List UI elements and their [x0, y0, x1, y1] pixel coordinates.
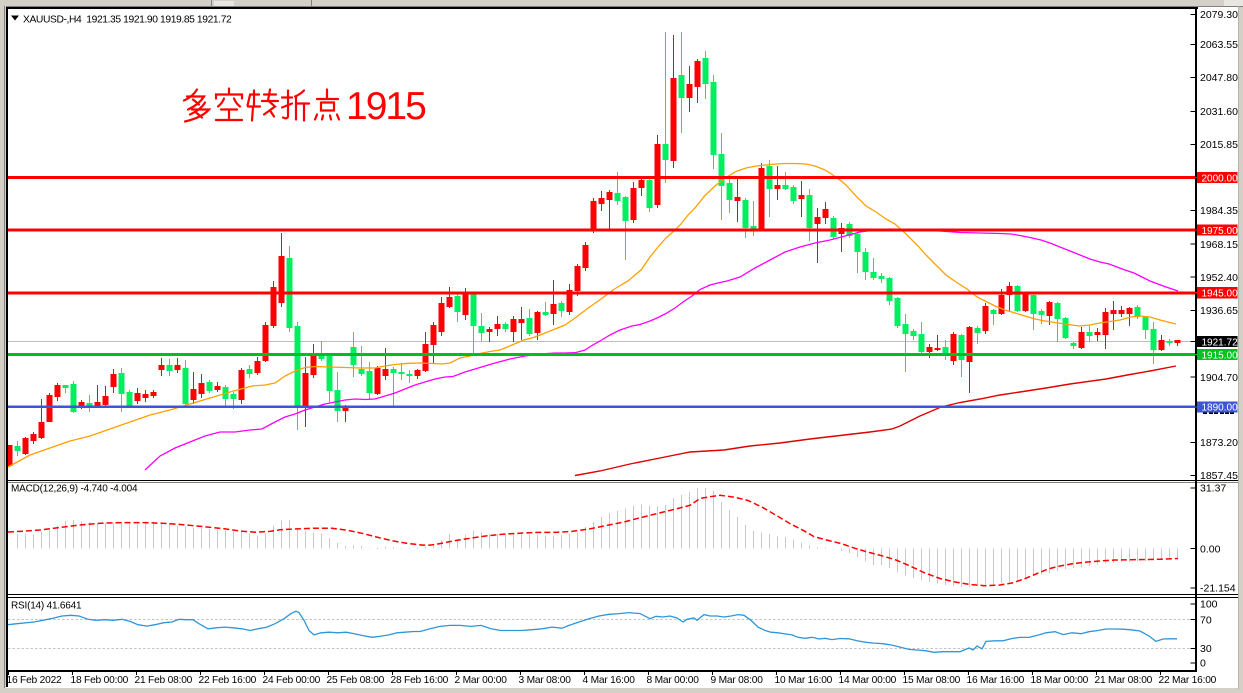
svg-text:1952.40: 1952.40 [1200, 272, 1238, 284]
svg-text:18 Mar 00:00: 18 Mar 00:00 [1031, 675, 1089, 686]
svg-text:1857.45: 1857.45 [1200, 470, 1238, 482]
svg-text:1904.70: 1904.70 [1200, 372, 1238, 384]
svg-text:RSI(14) 41.6641: RSI(14) 41.6641 [11, 601, 82, 612]
svg-text:30: 30 [1200, 643, 1212, 655]
svg-text:18 Feb 00:00: 18 Feb 00:00 [71, 675, 129, 686]
svg-text:2047.80: 2047.80 [1200, 72, 1238, 84]
svg-text:2 Mar 00:00: 2 Mar 00:00 [455, 675, 508, 686]
svg-text:28 Feb 16:00: 28 Feb 16:00 [391, 675, 449, 686]
svg-text:0.00: 0.00 [1200, 543, 1221, 555]
svg-text:15 Mar 08:00: 15 Mar 08:00 [903, 675, 961, 686]
svg-text:1890.00: 1890.00 [1202, 403, 1239, 414]
svg-text:2015.85: 2015.85 [1200, 139, 1238, 151]
svg-text:9 Mar 08:00: 9 Mar 08:00 [711, 675, 764, 686]
svg-text:24 Feb 00:00: 24 Feb 00:00 [263, 675, 321, 686]
svg-text:16 Feb 2022: 16 Feb 2022 [7, 675, 63, 686]
svg-text:1984.35: 1984.35 [1200, 205, 1238, 217]
svg-text:1968.15: 1968.15 [1200, 239, 1238, 251]
svg-text:XAUUSD-,H4 1921.35 1921.90 19: XAUUSD-,H4 1921.35 1921.90 1919.85 1921.… [23, 14, 232, 25]
svg-text:10 Mar 16:00: 10 Mar 16:00 [775, 675, 833, 686]
svg-text:0: 0 [1200, 658, 1206, 670]
svg-text:-21.154: -21.154 [1200, 583, 1236, 595]
svg-text:21 Mar 08:00: 21 Mar 08:00 [1095, 675, 1153, 686]
svg-text:1936.65: 1936.65 [1200, 305, 1238, 317]
svg-text:14 Mar 00:00: 14 Mar 00:00 [839, 675, 897, 686]
svg-text:1915: 1915 [346, 85, 426, 128]
svg-text:1915.00: 1915.00 [1202, 350, 1239, 361]
svg-text:3 Mar 08:00: 3 Mar 08:00 [519, 675, 572, 686]
svg-text:1975.00: 1975.00 [1202, 226, 1239, 237]
svg-text:4 Mar 16:00: 4 Mar 16:00 [583, 675, 636, 686]
svg-text:2000.00: 2000.00 [1202, 173, 1239, 184]
svg-text:22 Feb 16:00: 22 Feb 16:00 [199, 675, 257, 686]
svg-text:1921.72: 1921.72 [1202, 337, 1239, 348]
svg-text:31.37: 31.37 [1200, 483, 1226, 495]
svg-text:MACD(12,26,9) -4.740 -4.004: MACD(12,26,9) -4.740 -4.004 [11, 484, 138, 495]
svg-text:70: 70 [1200, 614, 1212, 626]
svg-text:21 Feb 08:00: 21 Feb 08:00 [135, 675, 193, 686]
svg-text:25 Feb 08:00: 25 Feb 08:00 [327, 675, 385, 686]
svg-text:22 Mar 16:00: 22 Mar 16:00 [1159, 675, 1217, 686]
svg-text:1945.00: 1945.00 [1202, 289, 1239, 300]
svg-text:16 Mar 16:00: 16 Mar 16:00 [967, 675, 1025, 686]
svg-text:2079.30: 2079.30 [1200, 9, 1238, 21]
svg-text:8 Mar 00:00: 8 Mar 00:00 [647, 675, 700, 686]
svg-text:2031.60: 2031.60 [1200, 106, 1238, 118]
svg-text:100: 100 [1200, 599, 1218, 611]
svg-text:1873.20: 1873.20 [1200, 437, 1238, 449]
svg-text:2063.55: 2063.55 [1200, 39, 1238, 51]
